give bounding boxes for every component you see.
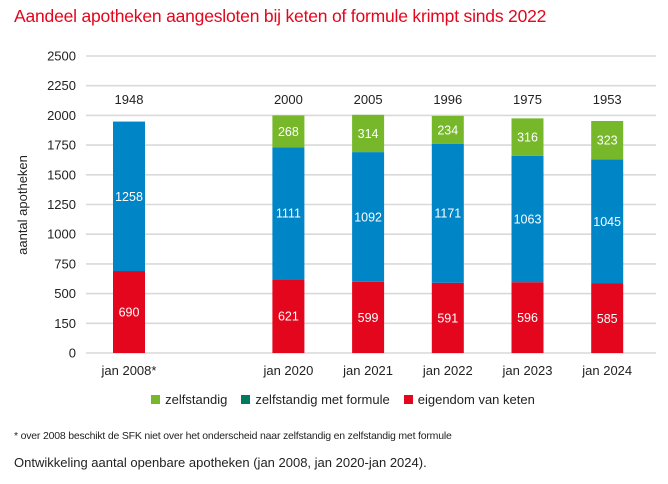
- x-axis-labels: jan 2008* jan 2020 jan 2021 jan 2022 jan 202…: [101, 363, 633, 378]
- y-tick-label: 2000: [47, 108, 76, 123]
- legend-item-zelfstandig-met-formule: zelfstandig met formule: [241, 392, 390, 407]
- data-label-zelfstandig: 268: [278, 125, 299, 139]
- bar-segment-zelfstandig: [352, 114, 385, 153]
- bar-segment-zelfstandig: [431, 115, 464, 144]
- bar-segment-zelfstandig-met-formule: [113, 121, 145, 272]
- data-label-zelfstandig: 323: [597, 134, 618, 148]
- legend-swatch-zelfstandig: [151, 395, 161, 404]
- caption: Ontwikkeling aantal openbare apotheken (…: [14, 455, 427, 470]
- total-label: 1996: [433, 92, 462, 107]
- legend-swatch-eigendom-van-keten: [403, 395, 413, 404]
- y-tick-label: 1750: [47, 138, 76, 153]
- bar-segment-eigendom-van-keten: [431, 282, 464, 353]
- x-tick-label: jan 2023: [502, 363, 553, 378]
- total-label: 1948: [115, 92, 144, 107]
- y-axis-ticks: 0 150 500 750 1000 1250 1500 1750 2000 2250 2500: [47, 49, 76, 361]
- y-tick-label: 1000: [47, 227, 76, 242]
- x-tick-label: jan 2021: [342, 363, 393, 378]
- legend-label: eigendom van keten: [417, 392, 535, 407]
- data-label-eigendom-van-keten: 585: [597, 312, 618, 326]
- data-label-eigendom-van-keten: 690: [119, 306, 140, 320]
- data-label-zelfstandig-met-formule: 1092: [354, 210, 382, 224]
- y-tick-label: 2500: [47, 49, 76, 64]
- legend-label: zelfstandig met formule: [255, 392, 390, 407]
- data-label-zelfstandig: 316: [517, 131, 538, 145]
- x-tick-label: jan 2022: [422, 363, 473, 378]
- x-tick-label: jan 2020: [262, 363, 313, 378]
- total-label: 1975: [513, 92, 542, 107]
- legend-item-zelfstandig: zelfstandig: [151, 392, 227, 407]
- bars: 690 1258 621 1111 268 599 1092 314 591 1171 234 596…: [113, 114, 624, 353]
- footnote: * over 2008 beschikt de SFK niet over he…: [14, 430, 452, 442]
- legend-item-eigendom-van-keten: eigendom van keten: [403, 392, 535, 407]
- data-label-zelfstandig-met-formule: 1045: [593, 215, 621, 229]
- y-axis-label: aantal apotheken: [15, 155, 30, 255]
- bar-segment-eigendom-van-keten: [511, 282, 544, 353]
- y-tick-label: 0: [69, 346, 76, 361]
- bar-segment-eigendom-van-keten: [591, 283, 624, 353]
- data-label-eigendom-van-keten: 596: [517, 311, 538, 325]
- data-label-zelfstandig-met-formule: 1171: [434, 207, 461, 221]
- bar-segment-zelfstandig: [272, 115, 305, 148]
- y-tick-label: 2250: [47, 78, 76, 93]
- data-label-zelfstandig-met-formule: 1111: [276, 207, 301, 221]
- total-label: 1953: [593, 92, 622, 107]
- data-label-eigendom-van-keten: 599: [358, 311, 379, 325]
- bar-segment-zelfstandig: [511, 118, 544, 156]
- bar-segment-zelfstandig-met-formule: [272, 147, 305, 280]
- bar-segment-zelfstandig-met-formule: [591, 159, 624, 284]
- bar-segment-eigendom-van-keten: [272, 279, 305, 353]
- x-tick-label: jan 2024: [581, 363, 632, 378]
- bar-segment-eigendom-van-keten: [113, 271, 145, 353]
- y-tick-label: 750: [54, 256, 76, 271]
- x-tick-label: jan 2008*: [101, 363, 157, 378]
- bar-segment-zelfstandig-met-formule: [511, 155, 544, 283]
- bar-segment-zelfstandig-met-formule: [431, 143, 464, 283]
- y-tick-label: 1250: [47, 197, 76, 212]
- data-label-zelfstandig-met-formule: 1258: [115, 190, 143, 204]
- total-label: 2005: [354, 92, 383, 107]
- bar-segment-zelfstandig: [591, 120, 624, 160]
- stacked-bar-chart: 0 150 500 750 1000 1250 1500 1750 2000 2250 2500 a…: [15, 49, 656, 378]
- y-tick-label: 1500: [47, 167, 76, 182]
- legend-label: zelfstandig: [165, 392, 228, 407]
- bar-segment-eigendom-van-keten: [352, 281, 385, 353]
- y-tick-label: 150: [54, 316, 76, 331]
- y-tick-label: 500: [54, 286, 76, 301]
- legend-swatch-zelfstandig-met-formule: [241, 395, 251, 404]
- data-label-eigendom-van-keten: 591: [437, 311, 458, 325]
- total-labels: 1948 2000 2005 1996 1975 1953: [115, 92, 622, 107]
- legend: zelfstandig zelfstandig met formule eige…: [0, 392, 668, 407]
- data-label-zelfstandig-met-formule: 1063: [514, 213, 542, 227]
- data-label-zelfstandig: 314: [358, 127, 379, 141]
- chart-title: Aandeel apotheken aangesloten bij keten …: [14, 6, 547, 26]
- bar-segment-zelfstandig-met-formule: [352, 152, 385, 282]
- total-label: 2000: [274, 92, 303, 107]
- data-label-eigendom-van-keten: 621: [278, 310, 299, 324]
- data-label-zelfstandig: 234: [437, 123, 458, 137]
